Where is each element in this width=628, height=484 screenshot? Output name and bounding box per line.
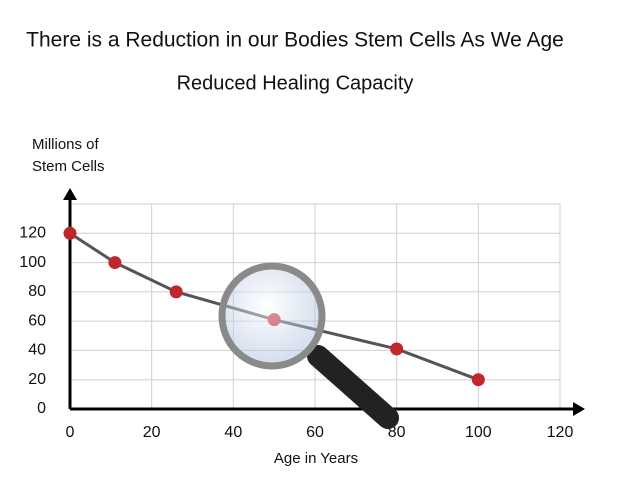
marker [390, 342, 404, 356]
marker [169, 285, 183, 299]
y-tick-label: 60 [28, 312, 46, 329]
chart-title: There is a Reduction in our Bodies Stem … [26, 29, 564, 52]
x-tick-label: 40 [224, 424, 242, 441]
x-tick-label: 60 [306, 424, 324, 441]
magnifier-handle [307, 345, 399, 429]
y-tick-label: 40 [28, 342, 46, 359]
y-tick-label: 80 [28, 283, 46, 300]
x-tick-label: 120 [547, 424, 574, 441]
y-axis-label: Millions of Stem Cells [32, 136, 105, 175]
x-tick-label: 80 [388, 424, 406, 441]
marker [108, 256, 122, 270]
x-tick-label: 0 [66, 424, 75, 441]
x-tick-label: 20 [143, 424, 161, 441]
x-tick-label: 100 [465, 424, 492, 441]
y-tick-label: 120 [19, 225, 46, 242]
y-tick-label: 0 [37, 400, 46, 417]
x-axis-label: Age in Years [274, 450, 358, 467]
y-tick-label: 20 [28, 371, 46, 388]
marker [471, 373, 485, 387]
marker [63, 226, 77, 240]
magnifier-lens [218, 262, 326, 370]
chart-subtitle: Reduced Healing Capacity [177, 72, 414, 94]
magnifier [218, 262, 399, 429]
y-tick-label: 100 [19, 254, 46, 271]
x-axis-arrow [573, 402, 585, 416]
y-axis-arrow [63, 188, 77, 200]
